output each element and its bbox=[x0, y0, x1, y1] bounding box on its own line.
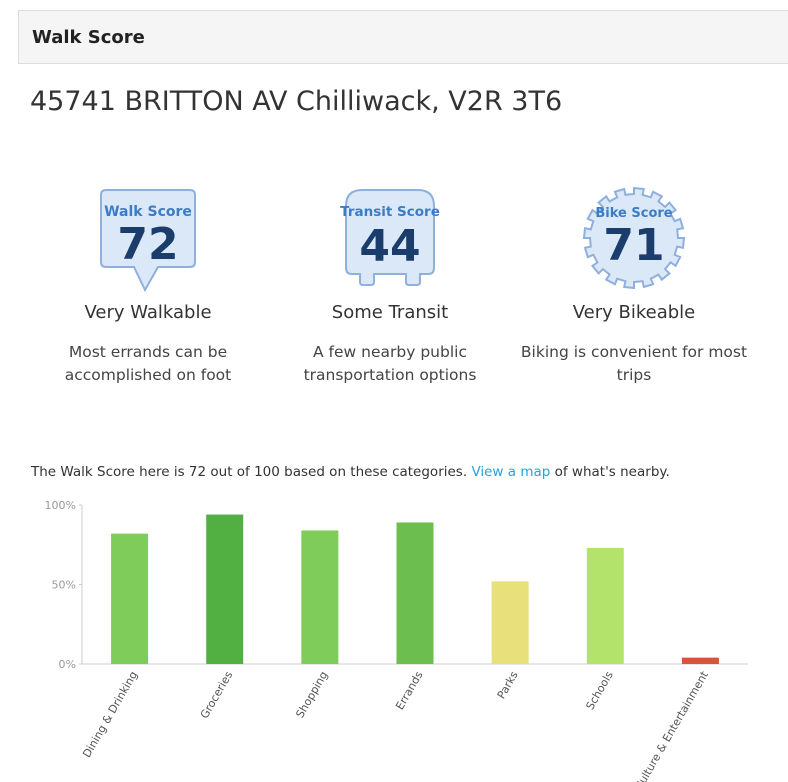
rating: Very Walkable bbox=[84, 302, 212, 323]
badge-label: Transit Score bbox=[340, 204, 440, 220]
chart: 0% 50% 100% Dining & Drinking Groceries Shopp… bbox=[45, 499, 748, 782]
walk-badge: Walk Score 72 bbox=[100, 189, 196, 293]
badge-label: Bike Score bbox=[595, 206, 672, 221]
bar bbox=[206, 514, 244, 664]
badge-score: 71 bbox=[603, 220, 664, 271]
y-tick-label: 50% bbox=[52, 579, 76, 592]
bar bbox=[111, 533, 149, 664]
x-tick-label: Schools bbox=[584, 669, 617, 712]
x-tick-label: Parks bbox=[495, 669, 521, 701]
y-tick-label: 0% bbox=[59, 658, 76, 671]
bar bbox=[681, 657, 719, 664]
score-card: Bike Score 71 Very Bikeable Biking is co… bbox=[509, 186, 759, 387]
x-tick-label: Shopping bbox=[293, 669, 330, 720]
rating: Very Bikeable bbox=[572, 302, 696, 323]
score-card: Transit Score 44 Some Transit A few near… bbox=[265, 186, 515, 387]
badge-score: 72 bbox=[117, 219, 178, 270]
x-tick-label: Errands bbox=[393, 669, 426, 712]
bike-badge: Bike Score 71 bbox=[582, 186, 686, 290]
bar bbox=[491, 581, 529, 664]
summary-text: The Walk Score here is 72 out of 100 bas… bbox=[31, 464, 468, 480]
badge-label: Walk Score bbox=[104, 204, 192, 220]
badge-score: 44 bbox=[359, 221, 420, 272]
bar bbox=[396, 522, 434, 664]
map-link[interactable]: View a map bbox=[471, 464, 551, 480]
x-tick-label: Culture & Entertainment bbox=[632, 668, 711, 782]
y-tick-label: 100% bbox=[45, 499, 76, 512]
x-tick-label: Dining & Drinking bbox=[80, 669, 140, 760]
bar bbox=[586, 547, 624, 664]
header: Walk Score bbox=[18, 10, 788, 64]
score-card: Walk Score 72 Very Walkable Most errands… bbox=[23, 186, 273, 387]
description: Biking is convenient for most trips bbox=[520, 343, 748, 384]
header-title: Walk Score bbox=[32, 27, 145, 48]
transit-badge: Transit Score 44 bbox=[340, 189, 440, 286]
bar bbox=[301, 530, 339, 664]
description: A few nearby public transportation optio… bbox=[303, 343, 477, 384]
x-tick-label: Groceries bbox=[198, 669, 236, 721]
rating: Some Transit bbox=[331, 302, 449, 323]
summary-text: of what's nearby. bbox=[554, 464, 670, 480]
summary: The Walk Score here is 72 out of 100 bas… bbox=[31, 464, 670, 480]
description: Most errands can be accomplished on foot bbox=[64, 343, 232, 384]
address: 45741 BRITTON AV Chilliwack, V2R 3T6 bbox=[30, 86, 563, 117]
